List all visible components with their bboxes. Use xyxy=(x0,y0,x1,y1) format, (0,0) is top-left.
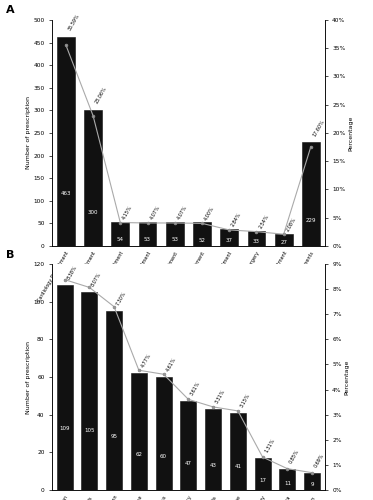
Text: 4.07%: 4.07% xyxy=(149,204,161,220)
Text: 0.69%: 0.69% xyxy=(313,452,325,468)
Bar xyxy=(220,229,238,246)
Text: 3.31%: 3.31% xyxy=(214,388,226,404)
Bar xyxy=(57,285,73,490)
Text: 4.07%: 4.07% xyxy=(176,204,188,220)
Text: 4.00%: 4.00% xyxy=(203,205,216,221)
Text: 105: 105 xyxy=(84,428,95,433)
Text: 3.61%: 3.61% xyxy=(189,381,202,397)
Text: 33: 33 xyxy=(253,239,260,244)
Text: 43: 43 xyxy=(210,463,217,468)
Bar xyxy=(84,110,102,246)
Text: B: B xyxy=(6,250,14,260)
Y-axis label: Percentage: Percentage xyxy=(348,116,353,150)
Text: 109: 109 xyxy=(59,426,70,431)
Text: 2.84%: 2.84% xyxy=(231,212,243,228)
Text: 4.61%: 4.61% xyxy=(165,356,177,372)
Text: 41: 41 xyxy=(234,464,241,469)
Text: 54: 54 xyxy=(117,238,124,242)
Bar xyxy=(156,377,172,490)
Text: 463: 463 xyxy=(60,191,71,196)
Text: 27: 27 xyxy=(280,240,287,245)
Text: 9: 9 xyxy=(310,482,314,488)
Bar xyxy=(193,222,211,246)
Text: 35.59%: 35.59% xyxy=(67,13,81,32)
Text: 53: 53 xyxy=(144,238,151,242)
Text: 4.77%: 4.77% xyxy=(140,352,152,368)
Text: 3.15%: 3.15% xyxy=(239,392,251,408)
Bar xyxy=(131,374,147,490)
Y-axis label: Percentage: Percentage xyxy=(344,360,350,394)
Bar xyxy=(304,473,320,490)
Text: 2.54%: 2.54% xyxy=(258,214,270,230)
Bar xyxy=(302,142,320,246)
Bar xyxy=(248,231,265,246)
Bar xyxy=(255,458,271,490)
Text: 229: 229 xyxy=(305,218,316,222)
Bar xyxy=(180,402,197,490)
Bar xyxy=(166,222,184,246)
Text: 60: 60 xyxy=(160,454,167,458)
Text: 8.07%: 8.07% xyxy=(91,272,103,287)
Bar xyxy=(81,292,97,490)
Bar xyxy=(112,222,129,246)
Text: 2.08%: 2.08% xyxy=(285,216,297,232)
Text: 7.30%: 7.30% xyxy=(115,290,128,306)
Bar xyxy=(139,222,156,246)
Text: 0.85%: 0.85% xyxy=(289,448,301,464)
Text: 37: 37 xyxy=(226,238,233,244)
Text: 1.31%: 1.31% xyxy=(264,438,276,454)
Text: 53: 53 xyxy=(171,238,178,242)
Text: 62: 62 xyxy=(135,452,142,458)
Text: 17: 17 xyxy=(259,478,266,483)
Text: 8.38%: 8.38% xyxy=(66,264,78,280)
Text: A: A xyxy=(6,6,15,16)
Y-axis label: Number of prescription: Number of prescription xyxy=(26,96,31,170)
Text: 4.15%: 4.15% xyxy=(122,204,134,220)
Bar xyxy=(275,234,292,246)
Text: 17.60%: 17.60% xyxy=(312,118,326,137)
Bar xyxy=(230,413,246,490)
Text: 52: 52 xyxy=(198,238,206,242)
Text: 95: 95 xyxy=(111,434,117,439)
Text: 11: 11 xyxy=(284,482,291,486)
Bar xyxy=(106,311,122,490)
Bar xyxy=(205,409,221,490)
Y-axis label: Number of prescription: Number of prescription xyxy=(26,340,31,413)
Text: 47: 47 xyxy=(185,461,192,466)
Bar xyxy=(57,36,75,246)
Text: 300: 300 xyxy=(88,210,98,214)
Text: 23.06%: 23.06% xyxy=(94,86,108,105)
Bar xyxy=(279,470,295,490)
